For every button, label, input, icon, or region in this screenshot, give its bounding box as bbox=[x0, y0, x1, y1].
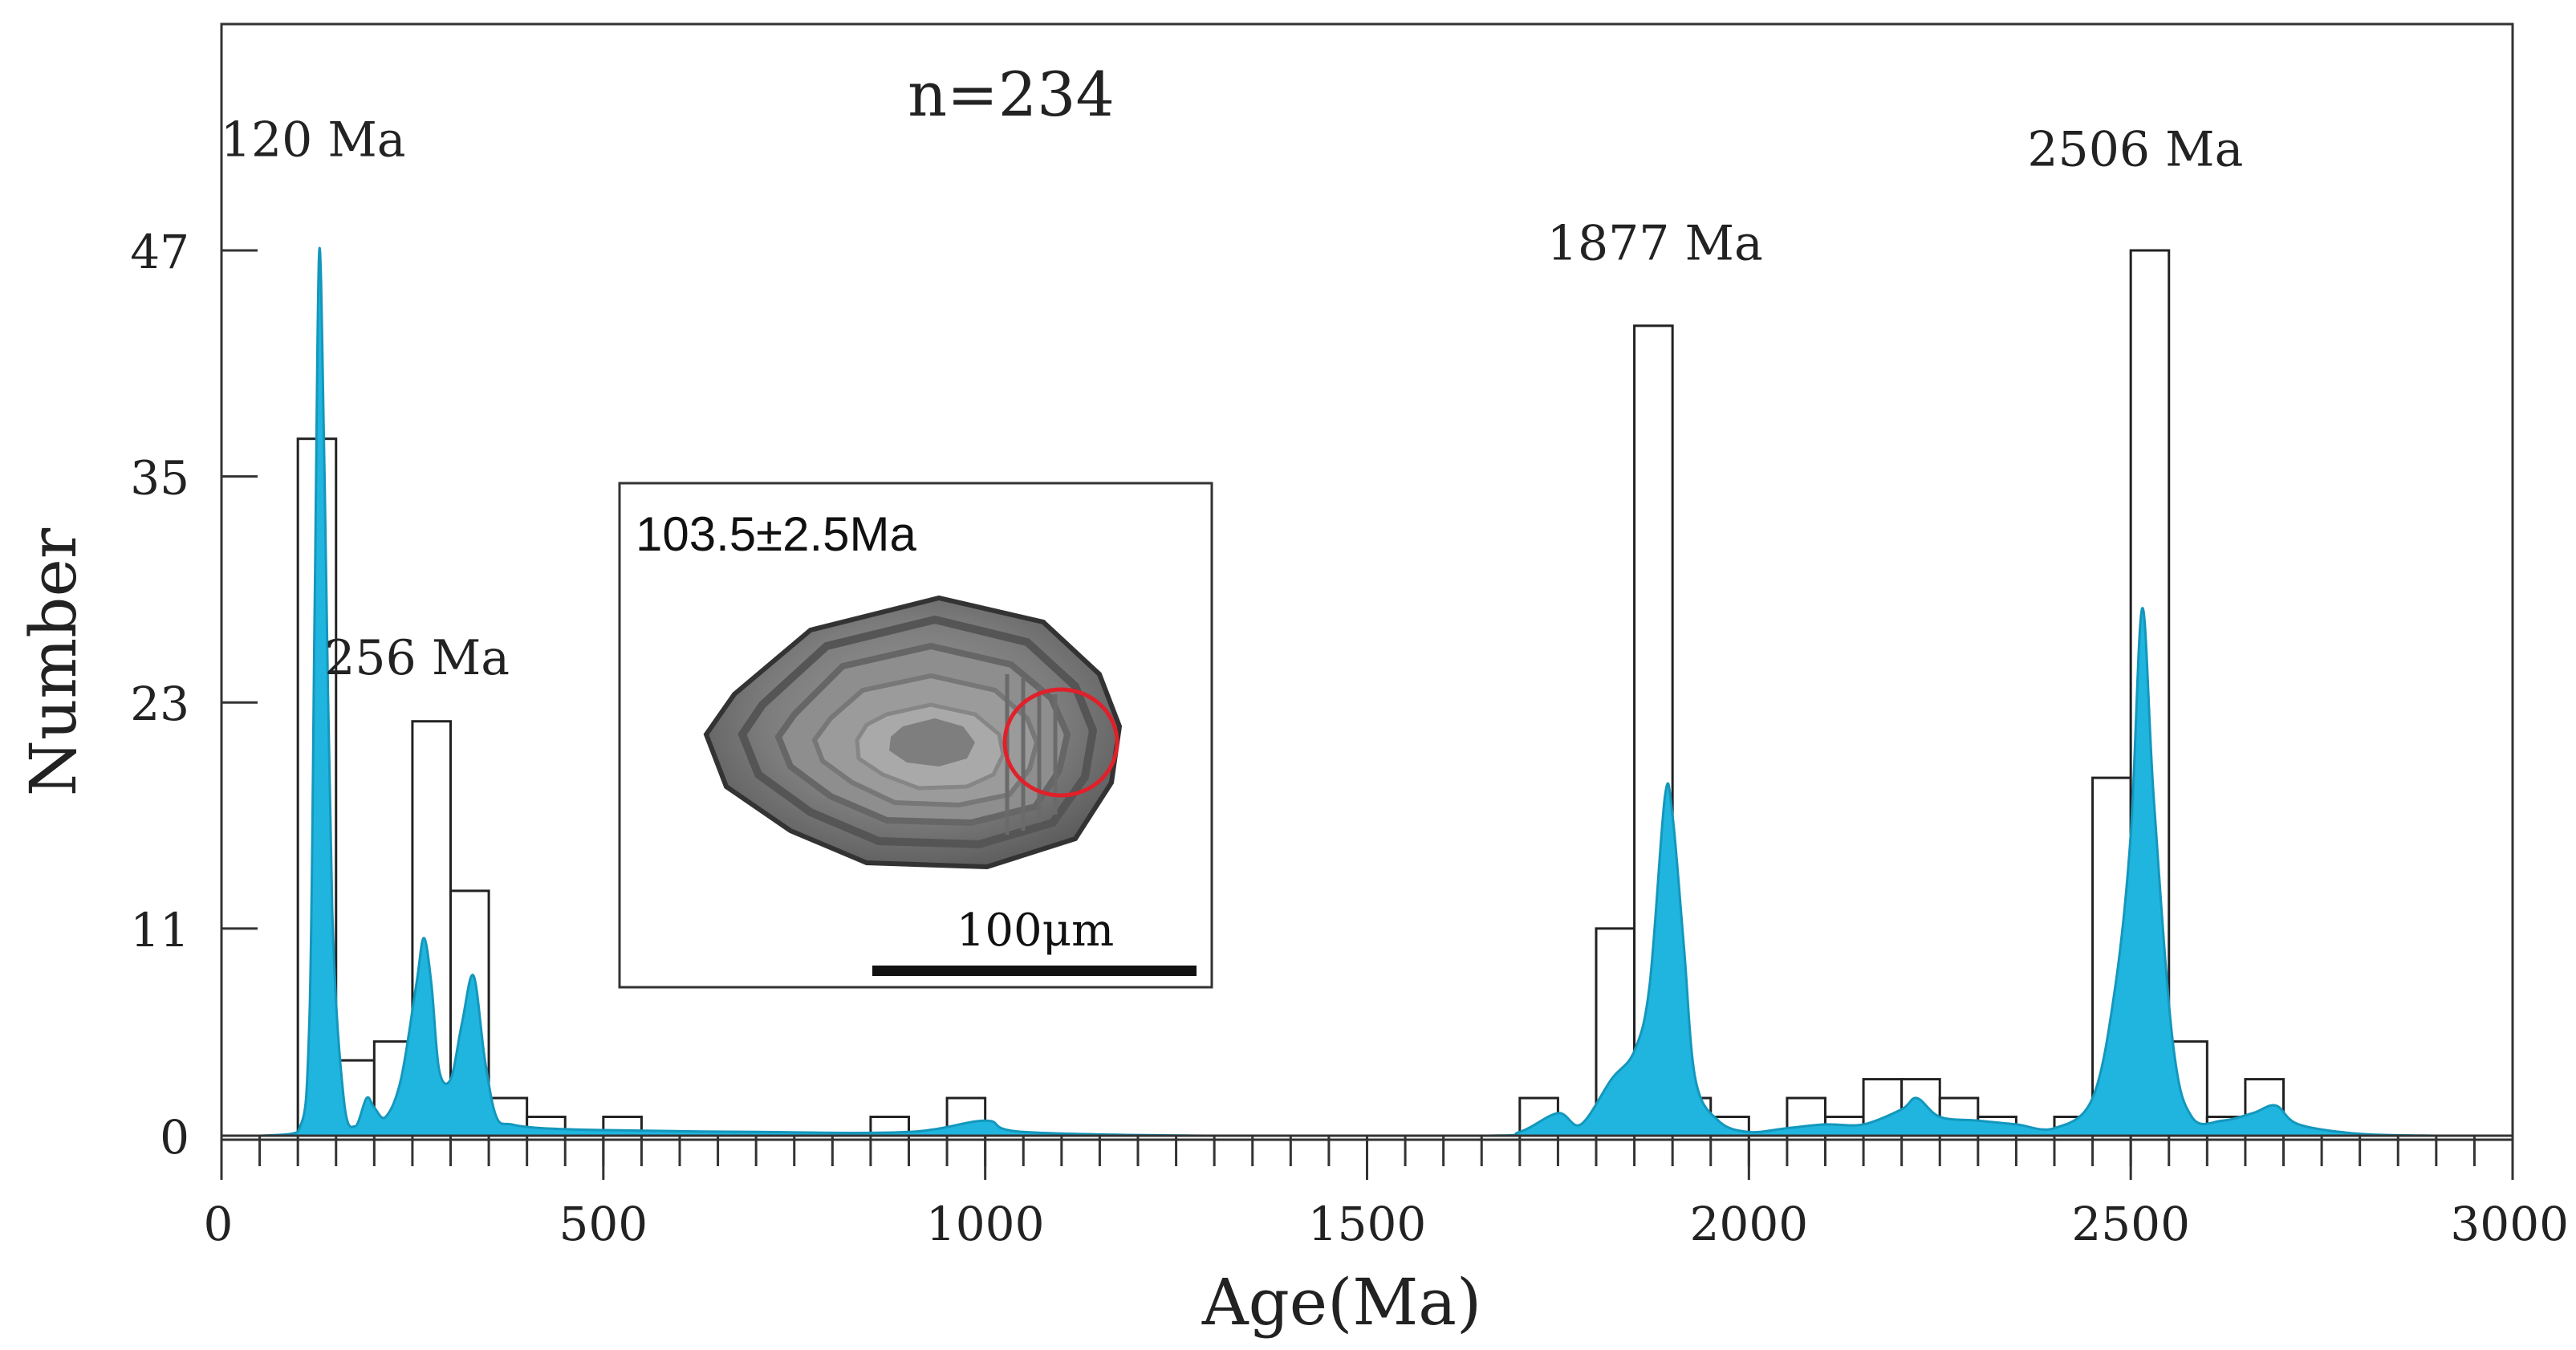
scale-bar bbox=[872, 966, 1197, 976]
zircon-grain-image bbox=[703, 595, 1123, 870]
x-axis-title: Age(Ma) bbox=[1201, 1265, 1481, 1340]
x-tick-label: 0 bbox=[204, 1197, 234, 1251]
peak-labels: 120 Ma 256 Ma 1877 Ma 2506 Ma bbox=[221, 112, 2244, 686]
peak-label: 1877 Ma bbox=[1547, 216, 1763, 272]
y-tick-label: 23 bbox=[130, 677, 189, 731]
inset-age-label: 103.5±2.5Ma bbox=[636, 507, 916, 561]
analysis-spot-circle bbox=[1002, 687, 1119, 798]
x-tick-label: 500 bbox=[559, 1197, 648, 1251]
axes: 0 500 1000 1500 2000 2500 3000 0 11 23 35 47 bbox=[130, 24, 2569, 1251]
inset-scale-label: 100μm bbox=[957, 905, 1114, 957]
y-axis-title: Number bbox=[16, 527, 91, 796]
x-tick-label: 2500 bbox=[2071, 1197, 2190, 1251]
sample-size-label: n=234 bbox=[908, 59, 1115, 130]
inset-panel: 103.5±2.5Ma 100μm bbox=[618, 482, 1213, 989]
peak-label: 256 Ma bbox=[324, 630, 510, 686]
x-tick-label: 1500 bbox=[1308, 1197, 1427, 1251]
x-tick-label: 3000 bbox=[2450, 1197, 2569, 1251]
peak-label: 120 Ma bbox=[221, 112, 406, 169]
y-tick-label: 47 bbox=[130, 225, 189, 279]
histogram-bars bbox=[296, 249, 2285, 1137]
peak-label: 2506 Ma bbox=[2027, 121, 2243, 177]
x-tick-label: 2000 bbox=[1690, 1197, 1809, 1251]
y-tick-label: 35 bbox=[130, 451, 189, 506]
y-tick-label: 11 bbox=[130, 903, 189, 958]
y-tick-label: 0 bbox=[160, 1110, 189, 1165]
x-tick-label: 1000 bbox=[926, 1197, 1045, 1251]
